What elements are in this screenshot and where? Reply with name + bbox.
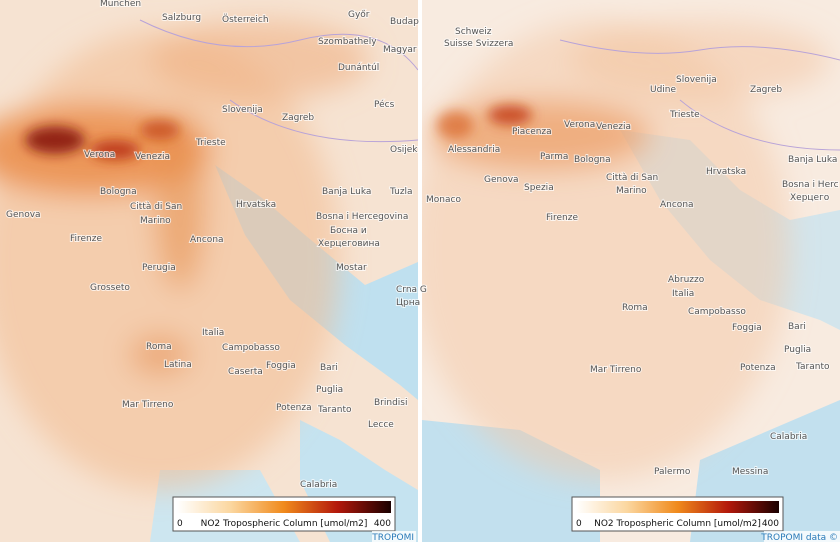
place-label: Città di San [130, 202, 182, 212]
place-label: Udine [650, 85, 677, 95]
place-label: Messina [732, 467, 768, 477]
colorbar-label: NO2 Tropospheric Column [umol/m2] [594, 519, 761, 529]
place-label: Suisse Svizzera [444, 39, 513, 49]
place-label: Genova [484, 175, 519, 185]
place-label: Firenze [546, 213, 578, 223]
place-label: Slovenija [222, 105, 263, 115]
attribution-bg [372, 531, 416, 542]
place-label: Crna G [396, 285, 427, 295]
place-label: Calabria [770, 432, 807, 442]
place-label: Alessandria [448, 145, 500, 155]
attribution-bg [764, 531, 840, 542]
place-label: Spezia [524, 183, 554, 193]
place-label: Győr [348, 10, 370, 20]
place-label: Taranto [795, 362, 830, 372]
colorbar-gradient [177, 501, 391, 513]
place-label: Österreich [222, 14, 269, 25]
place-label: Città di San [606, 173, 658, 183]
place-label: Bologna [100, 187, 137, 197]
place-label: Marino [140, 216, 171, 226]
place-label: Dunántúl [338, 63, 379, 73]
place-label: Italia [202, 328, 224, 338]
place-label: Italia [672, 289, 694, 299]
place-label: Grosseto [90, 283, 130, 293]
place-label: Banja Luka [322, 187, 371, 197]
place-label: Hrvatska [706, 167, 746, 177]
place-label: Foggia [732, 323, 762, 333]
place-label: Taranto [317, 405, 352, 415]
place-label: Tuzla [389, 187, 413, 197]
place-label: Firenze [70, 234, 102, 244]
place-label: Magyar [383, 45, 417, 55]
place-label: Perugia [142, 263, 176, 273]
place-label: Херцего [790, 193, 830, 203]
place-label: Campobasso [222, 343, 280, 353]
map-panel-right [422, 0, 840, 542]
place-label: Mostar [336, 263, 367, 273]
place-label: Brindisi [374, 398, 407, 408]
attribution: TROPOMI data © [760, 533, 838, 542]
place-label: Puglia [316, 385, 343, 395]
place-label: Monaco [426, 195, 461, 205]
place-label: Roma [146, 342, 172, 352]
place-label: Bosna i Herc [782, 180, 839, 190]
attribution: TROPOMI [371, 533, 414, 542]
place-label: Salzburg [162, 13, 201, 23]
place-label: Црна [396, 298, 420, 308]
place-label: Verona [84, 150, 115, 160]
place-label: Verona [564, 120, 595, 130]
place-label: Venezia [596, 122, 631, 132]
place-label: Puglia [784, 345, 811, 355]
colorbar-min: 0 [177, 519, 183, 529]
place-label: Zagreb [750, 85, 782, 95]
place-label: Potenza [276, 403, 312, 413]
place-label: Trieste [195, 138, 226, 148]
place-label: Ancona [660, 200, 694, 210]
colorbar-min: 0 [576, 519, 582, 529]
place-label: Marino [616, 186, 647, 196]
place-label: Banja Luka [788, 155, 837, 165]
place-label: Trieste [669, 110, 700, 120]
place-label: Lecce [368, 420, 394, 430]
place-label: Mar Tirreno [590, 365, 642, 375]
place-label: Szombathely [318, 37, 377, 47]
place-label: Bosna i Hercegovina [316, 212, 408, 222]
place-label: Osijek [390, 145, 418, 155]
place-label: Genova [6, 210, 41, 220]
place-label: Bari [788, 322, 806, 332]
place-label: Zagreb [282, 113, 314, 123]
place-label: Potenza [740, 363, 776, 373]
place-label: Foggia [266, 361, 296, 371]
place-label: Pécs [374, 99, 395, 110]
place-label: Parma [540, 152, 568, 162]
place-label: Abruzzo [668, 275, 705, 285]
place-label: Херцеговина [318, 239, 380, 249]
place-label: München [100, 0, 141, 9]
place-label: Caserta [228, 367, 263, 377]
colorbar-gradient [576, 501, 779, 513]
place-label: Босна и [330, 226, 367, 236]
place-label: Hrvatska [236, 200, 276, 210]
colorbar-max: 400 [374, 519, 391, 529]
place-label: Schweiz [455, 27, 492, 37]
place-label: Piacenza [512, 127, 552, 137]
place-label: Mar Tirreno [122, 400, 174, 410]
colorbar-max: 400 [762, 519, 779, 529]
place-label: Slovenija [676, 75, 717, 85]
colorbar-label: NO2 Tropospheric Column [umol/m2] [201, 519, 368, 529]
place-label: Venezia [135, 152, 170, 162]
place-label: Ancona [190, 235, 224, 245]
place-label: Latina [164, 360, 192, 370]
place-label: Bologna [574, 155, 611, 165]
place-label: Roma [622, 303, 648, 313]
place-label: Palermo [654, 467, 691, 477]
place-label: Campobasso [688, 307, 746, 317]
place-label: Bari [320, 363, 338, 373]
place-label: Budap [390, 17, 419, 27]
place-label: Calabria [300, 480, 337, 490]
